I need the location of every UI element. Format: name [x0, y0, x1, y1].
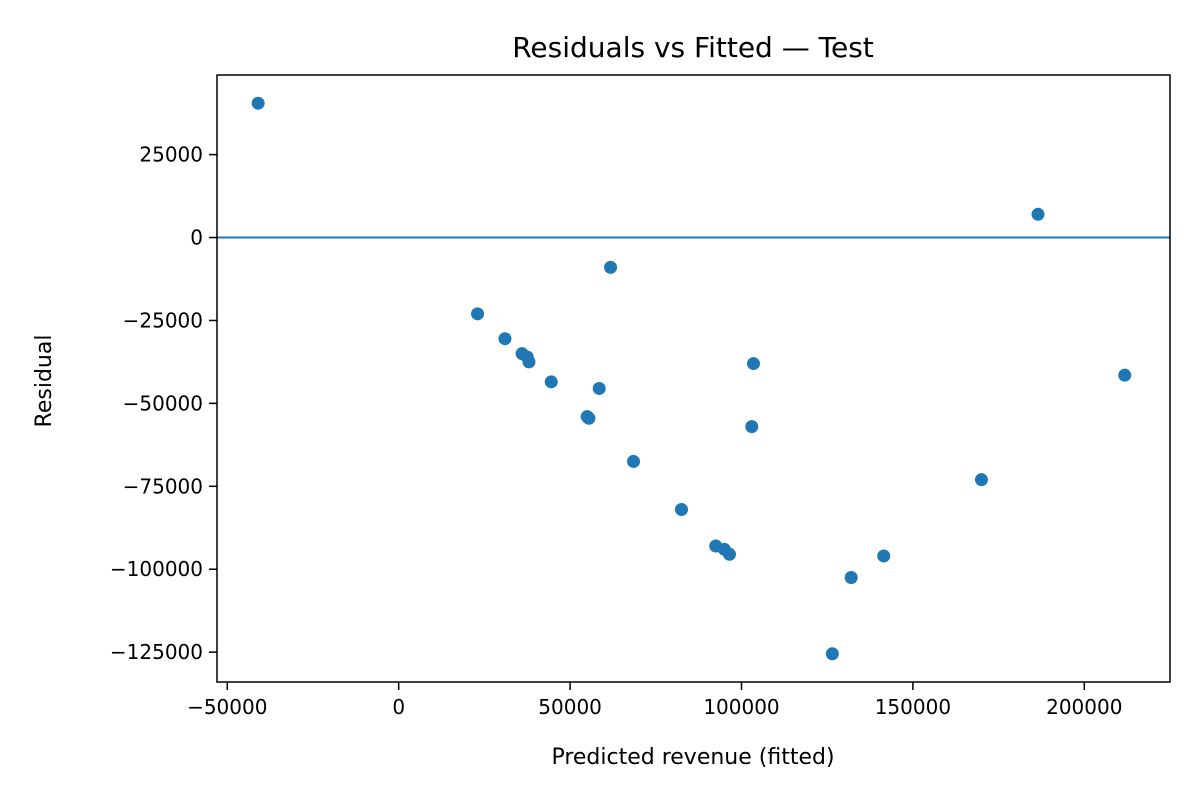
data-point-10	[604, 260, 618, 274]
chart-title: Residuals vs Fitted — Test	[512, 31, 874, 64]
x-tick-label: −50000	[187, 695, 267, 719]
x-tick-label: 50000	[538, 695, 602, 719]
x-tick-label: 200000	[1046, 695, 1122, 719]
y-axis: 25000 0 −25000 −50000 −75000 −100000 −125000	[110, 143, 217, 664]
data-point-22	[1031, 207, 1045, 221]
x-tick-label: 100000	[703, 695, 779, 719]
data-point-1	[471, 307, 485, 321]
y-tick-label: −75000	[123, 474, 203, 498]
data-point-21	[974, 473, 988, 487]
data-point-15	[722, 547, 736, 561]
data-point-12	[675, 503, 689, 517]
data-point-23	[1118, 368, 1132, 382]
y-tick-label: −125000	[110, 640, 203, 664]
x-axis-label: Predicted revenue (fitted)	[551, 745, 834, 770]
plot-frame	[216, 74, 1171, 683]
data-point-0	[251, 96, 265, 110]
data-point-9	[592, 381, 606, 395]
y-tick-label: 0	[190, 226, 203, 250]
data-point-5	[522, 355, 536, 369]
data-point-2	[498, 332, 512, 346]
plot-area	[217, 96, 1170, 661]
data-point-16	[745, 420, 759, 434]
y-tick-label: −50000	[123, 391, 203, 415]
data-point-11	[627, 454, 641, 468]
x-axis: −50000 0 50000 100000 150000 200000	[187, 682, 1122, 719]
data-point-6	[544, 375, 558, 389]
y-tick-label: −100000	[110, 557, 203, 581]
y-tick-label: 25000	[139, 143, 203, 167]
y-tick-label: −25000	[123, 308, 203, 332]
data-point-18	[825, 647, 839, 661]
data-point-8	[582, 411, 596, 425]
y-axis-label: Residual	[32, 335, 57, 428]
data-point-20	[877, 549, 891, 563]
data-point-17	[746, 357, 760, 371]
x-tick-label: 150000	[875, 695, 951, 719]
x-tick-label: 0	[392, 695, 405, 719]
data-point-19	[844, 571, 858, 585]
